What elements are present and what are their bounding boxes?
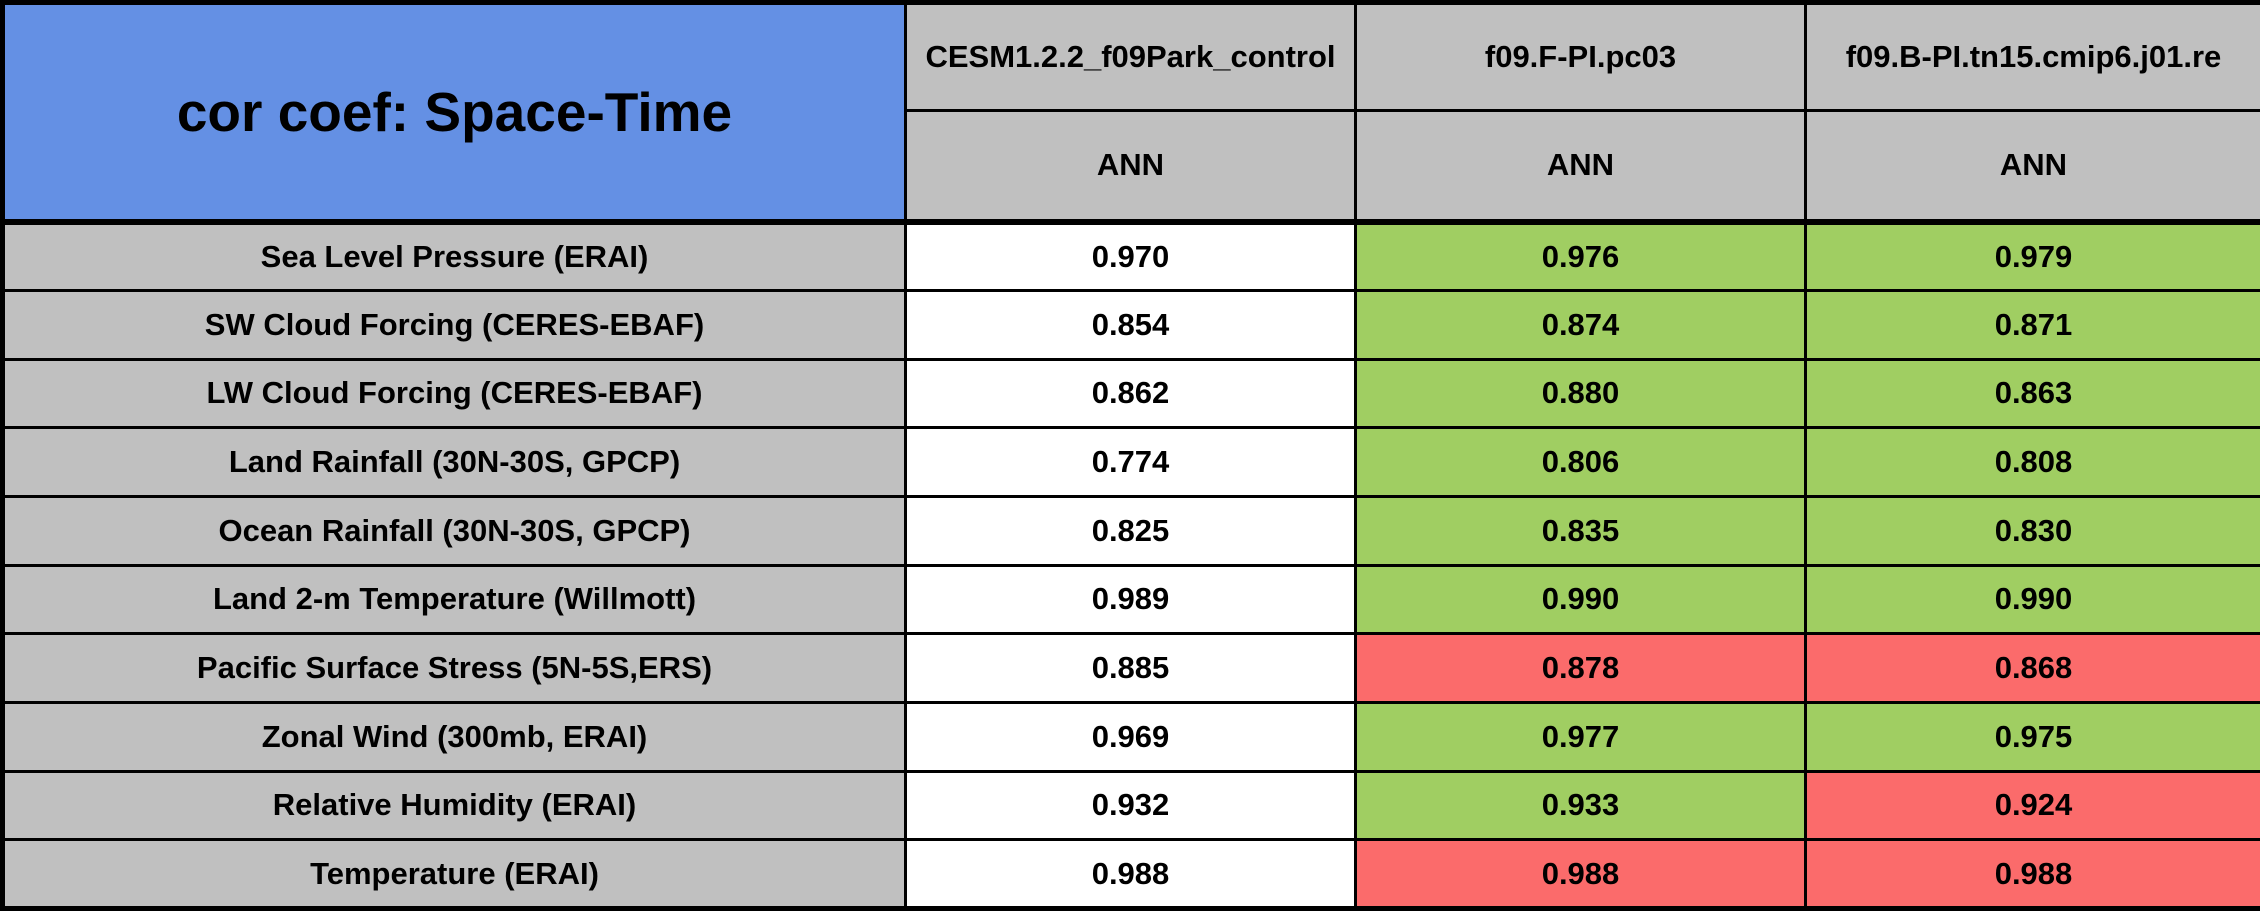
table-row: LW Cloud Forcing (CERES-EBAF) 0.862 0.880 0… xyxy=(1,357,2260,430)
correlation-value-cell: 0.924 xyxy=(1804,769,2260,842)
correlation-value-cell: 0.871 xyxy=(1804,288,2260,361)
row-label: SW Cloud Forcing (CERES-EBAF) xyxy=(1,288,907,361)
correlation-value-cell: 0.808 xyxy=(1804,426,2260,498)
table-row: Zonal Wind (300mb, ERAI) 0.969 0.977 0.975 xyxy=(1,700,2260,773)
season-header-ann-2: ANN xyxy=(1354,109,1807,225)
table-body: Sea Level Pressure (ERAI) 0.970 0.976 0.979… xyxy=(1,220,2260,910)
correlation-value-cell: 0.835 xyxy=(1354,494,1807,567)
correlation-value-cell: 0.976 xyxy=(1354,220,1807,292)
season-header-ann-3: ANN xyxy=(1804,109,2260,225)
table-row: Temperature (ERAI) 0.988 0.988 0.988 xyxy=(1,838,2260,910)
season-header-ann-1: ANN xyxy=(904,109,1357,225)
correlation-value-cell: 0.989 xyxy=(904,563,1357,636)
table-title: cor coef: Space-Time xyxy=(1,0,907,225)
row-label: Relative Humidity (ERAI) xyxy=(1,769,907,842)
row-label: Zonal Wind (300mb, ERAI) xyxy=(1,700,907,773)
correlation-value-cell: 0.990 xyxy=(1804,563,2260,636)
correlation-value-cell: 0.806 xyxy=(1354,426,1807,498)
row-label: Land 2-m Temperature (Willmott) xyxy=(1,563,907,636)
correlation-value-cell: 0.878 xyxy=(1354,632,1807,704)
row-label: Land Rainfall (30N-30S, GPCP) xyxy=(1,426,907,498)
row-label: Pacific Surface Stress (5N-5S,ERS) xyxy=(1,632,907,704)
correlation-value-cell: 0.862 xyxy=(904,357,1357,430)
column-header-model-control: CESM1.2.2_f09Park_control xyxy=(904,0,1357,113)
header-row-models: cor coef: Space-Time CESM1.2.2_f09Park_c… xyxy=(1,0,2260,225)
correlation-value-cell: 0.825 xyxy=(904,494,1357,567)
table-row: Relative Humidity (ERAI) 0.932 0.933 0.924 xyxy=(1,769,2260,842)
correlation-value-cell: 0.990 xyxy=(1354,563,1807,636)
row-label: Temperature (ERAI) xyxy=(1,838,907,910)
row-label: Sea Level Pressure (ERAI) xyxy=(1,220,907,292)
table-row: Ocean Rainfall (30N-30S, GPCP) 0.825 0.835… xyxy=(1,494,2260,567)
correlation-value-cell: 0.988 xyxy=(904,838,1357,910)
correlation-value-cell: 0.830 xyxy=(1804,494,2260,567)
correlation-value-cell: 0.979 xyxy=(1804,220,2260,292)
correlation-value-cell: 0.970 xyxy=(904,220,1357,292)
correlation-value-cell: 0.933 xyxy=(1354,769,1807,842)
correlation-value-cell: 0.863 xyxy=(1804,357,2260,430)
table-row: SW Cloud Forcing (CERES-EBAF) 0.854 0.874 0… xyxy=(1,288,2260,361)
table-row: Land 2-m Temperature (Willmott) 0.989 0.99… xyxy=(1,563,2260,636)
correlation-value-cell: 0.988 xyxy=(1354,838,1807,910)
correlation-value-cell: 0.932 xyxy=(904,769,1357,842)
header-row-season: ANN ANN ANN xyxy=(3,109,2260,225)
correlation-value-cell: 0.854 xyxy=(904,288,1357,361)
correlation-value-cell: 0.885 xyxy=(904,632,1357,704)
correlation-value-cell: 0.975 xyxy=(1804,700,2260,773)
correlation-value-cell: 0.988 xyxy=(1804,838,2260,910)
row-label: Ocean Rainfall (30N-30S, GPCP) xyxy=(1,494,907,567)
table-row: Pacific Surface Stress (5N-5S,ERS) 0.885 0… xyxy=(1,632,2260,704)
correlation-value-cell: 0.874 xyxy=(1354,288,1807,361)
table-row: Land Rainfall (30N-30S, GPCP) 0.774 0.806 0… xyxy=(1,426,2260,498)
correlation-value-cell: 0.969 xyxy=(904,700,1357,773)
correlation-value-cell: 0.880 xyxy=(1354,357,1807,430)
correlation-value-cell: 0.868 xyxy=(1804,632,2260,704)
row-label: LW Cloud Forcing (CERES-EBAF) xyxy=(1,357,907,430)
correlation-value-cell: 0.774 xyxy=(904,426,1357,498)
correlation-value-cell: 0.977 xyxy=(1354,700,1807,773)
column-header-model-f09-b-pi: f09.B-PI.tn15.cmip6.j01.re xyxy=(1804,0,2260,113)
table-row: Sea Level Pressure (ERAI) 0.970 0.976 0.979 xyxy=(1,220,2260,292)
column-header-model-f09-f-pi: f09.F-PI.pc03 xyxy=(1354,0,1807,113)
